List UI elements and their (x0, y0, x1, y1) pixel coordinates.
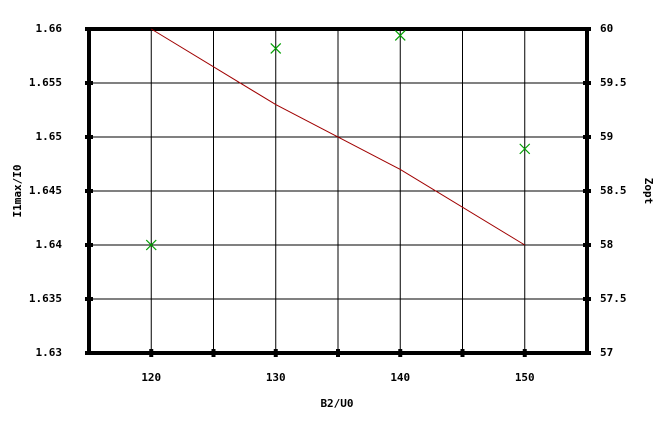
x-tick-label: 120 (141, 371, 161, 384)
y2-tick-label: 60 (600, 22, 613, 35)
x-tick-label: 130 (266, 371, 286, 384)
y2-tick-label: 58 (600, 238, 613, 251)
y-tick-label: 1.635 (29, 292, 62, 305)
data-point (145, 239, 157, 251)
y-tick-label: 1.645 (29, 184, 62, 197)
y-axis-label: I1max/I0 (11, 165, 24, 218)
y2-axis-label: Zopt (642, 178, 655, 205)
y-tick-label: 1.66 (36, 22, 63, 35)
y2-tick-label: 57 (600, 346, 613, 359)
x-axis-label: B2/U0 (320, 397, 353, 410)
y2-tick-label: 59 (600, 130, 613, 143)
data-line (150, 28, 526, 246)
y2-tick-label: 59.5 (600, 76, 627, 89)
y2-tick-label: 58.5 (600, 184, 627, 197)
x-tick-label: 150 (515, 371, 535, 384)
plot-frame (87, 27, 589, 355)
data-point (519, 143, 531, 155)
x-tick-label: 140 (390, 371, 410, 384)
y-tick-label: 1.65 (36, 130, 63, 143)
data-point (270, 43, 282, 54)
y-tick-label: 1.63 (36, 346, 63, 359)
y2-tick-label: 57.5 (600, 292, 627, 305)
y-tick-label: 1.64 (36, 238, 63, 251)
y-tick-label: 1.655 (29, 76, 62, 89)
data-point (394, 30, 406, 41)
